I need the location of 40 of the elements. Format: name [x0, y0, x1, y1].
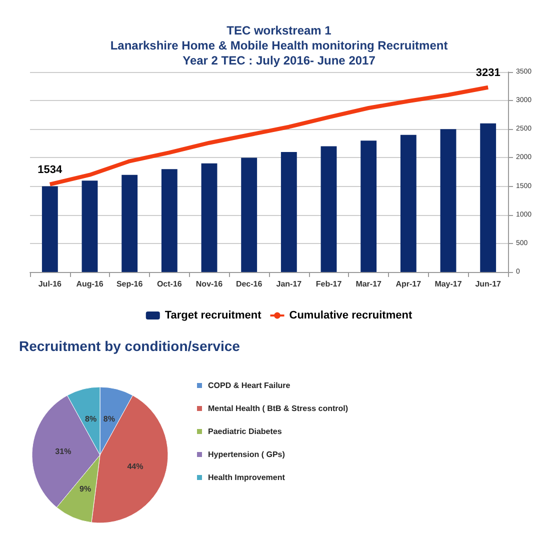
legend-label: COPD & Heart Failure — [208, 381, 291, 390]
x-tick-label: May-17 — [434, 280, 462, 288]
x-tick-label: Feb-17 — [316, 280, 342, 288]
bar — [280, 152, 297, 272]
data-label: 1534 — [38, 164, 64, 176]
bar — [320, 146, 337, 272]
legend-label: Mental Health ( BtB & Stress control) — [208, 404, 348, 413]
bar — [82, 180, 98, 272]
x-tick-label: Aug-16 — [76, 280, 104, 288]
bar — [42, 186, 58, 272]
bar — [241, 158, 258, 272]
x-tick-label: Jun-17 — [475, 280, 502, 288]
bar — [161, 169, 178, 272]
bar — [122, 174, 138, 272]
bar — [440, 129, 456, 272]
x-tick-label: Jan-17 — [276, 280, 302, 288]
legend-label: Hypertension ( GPs) — [208, 450, 286, 459]
x-tick-label: Sep-16 — [116, 280, 144, 288]
x-tick-label: Dec-16 — [236, 280, 263, 288]
legend-label: Health Improvement — [208, 473, 286, 482]
chart-title: TEC workstream 1 Lanarkshire Home & Mobile Health monitoring Recruitment Year 2 TEC : July 2016- June 2017 — [110, 24, 448, 68]
bar — [360, 140, 377, 272]
data-label: 44% — [127, 462, 144, 471]
legend-label: Target recruitment — [164, 310, 262, 322]
data-label: 31% — [55, 447, 72, 456]
chart-title: Recruitment by condition/service — [19, 338, 240, 354]
data-label: 3231 — [476, 66, 500, 79]
legend-label: Paediatric Diabetes — [208, 427, 282, 436]
bar — [480, 123, 496, 272]
bar — [400, 134, 416, 272]
x-tick-label: Oct-16 — [156, 280, 182, 288]
data-label: 8% — [85, 414, 97, 424]
data-label: 9% — [80, 484, 92, 494]
x-tick-label: Jul-16 — [38, 280, 62, 288]
bar — [201, 163, 218, 272]
x-tick-label: Mar-17 — [356, 280, 382, 288]
x-tick-label: Apr-17 — [396, 280, 422, 288]
legend-label: Cumulative recruitment — [289, 310, 412, 322]
data-label: 8% — [103, 414, 115, 424]
x-tick-label: Nov-16 — [196, 280, 224, 288]
